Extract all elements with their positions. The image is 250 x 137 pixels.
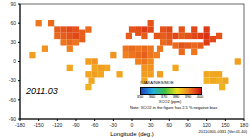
html-text:XCO2 (ppm): XCO2 (ppm) — [158, 99, 182, 104]
svg-text:90: 90 — [10, 1, 16, 7]
svg-text:30: 30 — [148, 122, 154, 128]
html-text:©JAXA/NIES/MOE: ©JAXA/NIES/MOE — [140, 80, 174, 85]
svg-text:0: 0 — [13, 58, 16, 64]
svg-text:90: 90 — [185, 122, 191, 128]
svg-text:150: 150 — [221, 122, 230, 128]
svg-text:-90: -90 — [9, 116, 16, 122]
svg-text:-30: -30 — [110, 122, 117, 128]
html-text:370: 370 — [160, 94, 168, 99]
svg-text:Longitude (deg.): Longitude (deg.) — [110, 131, 154, 137]
html-text:390: 390 — [184, 94, 192, 99]
html-text:350: 350 — [136, 94, 144, 99]
svg-text:-30: -30 — [9, 77, 16, 83]
svg-text:120: 120 — [202, 122, 211, 128]
svg-text:-60: -60 — [91, 122, 98, 128]
html-text:360: 360 — [148, 94, 156, 99]
svg-text:-90: -90 — [72, 122, 79, 128]
svg-text:60: 60 — [167, 122, 173, 128]
svg-text:60: 60 — [10, 20, 16, 26]
svg-text:-60: -60 — [9, 97, 16, 103]
html-text:2011.03: 2011.03 — [26, 86, 58, 96]
html-text:20110301-0331 (Ver.01.40): 20110301-0331 (Ver.01.40) — [198, 129, 247, 134]
svg-text:180: 180 — [240, 122, 242, 128]
svg-text:30: 30 — [10, 39, 16, 45]
html-text:380: 380 — [172, 94, 180, 99]
html-text:Note: XCO2 in the figure has 2: Note: XCO2 in the figure has 2.5 % negat… — [130, 105, 218, 110]
svg-text:0: 0 — [131, 122, 134, 128]
svg-text:-150: -150 — [34, 122, 44, 128]
svg-text:-180: -180 — [15, 122, 25, 128]
html-text:400: 400 — [196, 94, 204, 99]
svg-text:-120: -120 — [52, 122, 62, 128]
